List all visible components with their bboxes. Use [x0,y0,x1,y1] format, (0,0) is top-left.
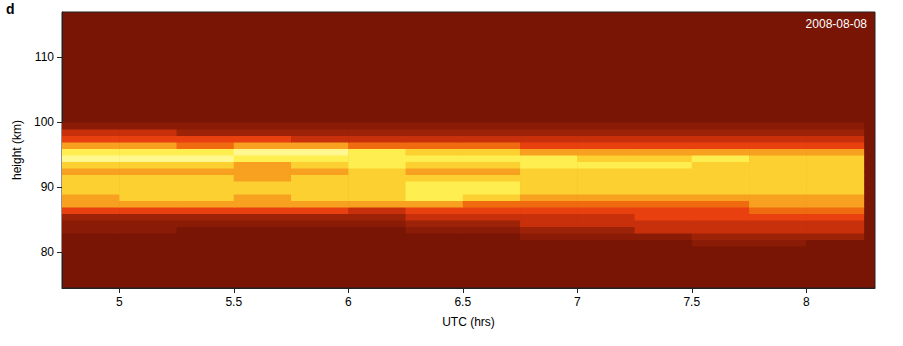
svg-text:height (km): height (km) [10,120,24,180]
svg-text:7: 7 [574,295,581,309]
svg-text:2008-08-08: 2008-08-08 [806,17,868,31]
svg-text:100: 100 [34,115,54,129]
svg-text:6.5: 6.5 [454,295,471,309]
svg-text:5: 5 [116,295,123,309]
svg-text:80: 80 [41,245,55,259]
svg-text:UTC (hrs): UTC (hrs) [442,315,495,329]
svg-text:90: 90 [41,180,55,194]
svg-text:110: 110 [35,50,54,64]
svg-text:d: d [6,1,15,17]
svg-text:5.5: 5.5 [225,295,242,309]
svg-text:8: 8 [803,295,810,309]
svg-text:6: 6 [345,295,352,309]
svg-text:7.5: 7.5 [683,295,700,309]
